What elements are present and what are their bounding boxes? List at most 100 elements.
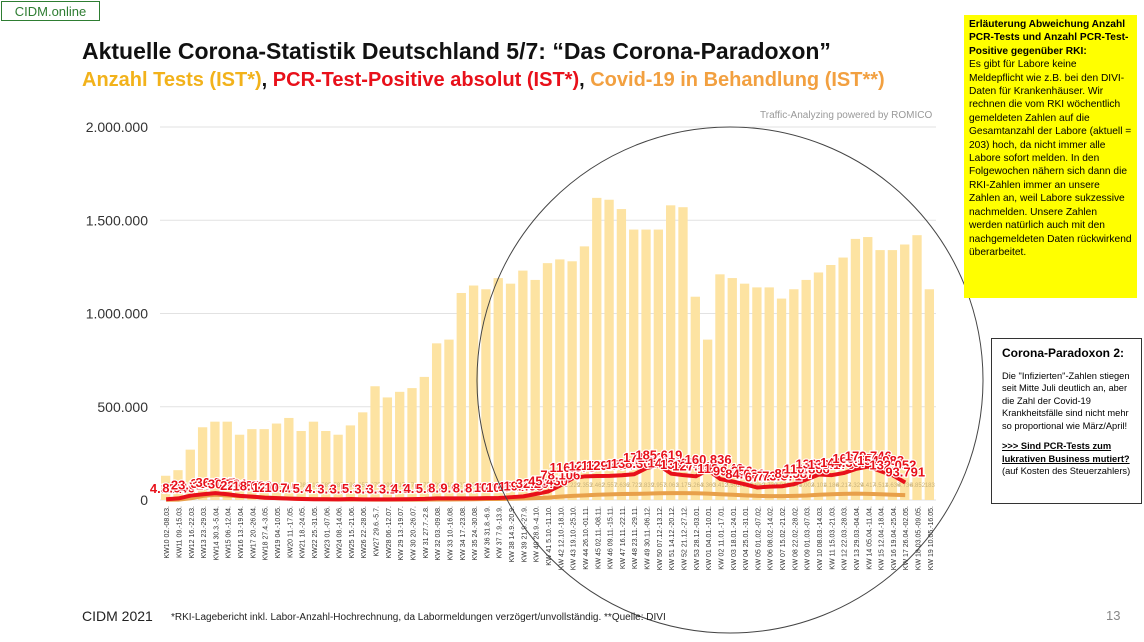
x-tick-label: KW 07 15.02.-21.02.: [780, 506, 787, 570]
x-tick-label: KW 03 18.01.-24.01.: [731, 506, 738, 570]
bar: [210, 421, 220, 500]
bar: [727, 278, 737, 500]
subtitle-hospital: Covid-19 in Behandlung (IST**): [590, 69, 885, 91]
pcr-data-label: 8.8: [428, 480, 446, 495]
pcr-data-label: 133.170: [808, 457, 855, 472]
highlight-circle: [476, 126, 984, 634]
bar-value-label: 675: [371, 483, 382, 489]
pcr-data-label: 133.099: [660, 457, 707, 472]
pcr-data-label: 116.673: [549, 460, 595, 475]
x-tick-label: KW 36 31.8.-6.9.: [484, 506, 491, 559]
x-tick-label: KW 16 19.04.-25.04.: [891, 506, 898, 570]
x-tick-label: KW23 01.-07.06.: [324, 506, 331, 559]
bar: [456, 292, 466, 500]
pcr-data-label: 3.5: [330, 481, 348, 496]
note-paradox-link[interactable]: >>> Sind PCR-Tests zum lukrativen Busine…: [1002, 441, 1130, 464]
bar-value-label: 3.061: [664, 483, 680, 489]
bar-value-label: 1.761: [257, 483, 273, 489]
bar-value-label: 1.275: [454, 483, 470, 489]
bar: [838, 257, 848, 500]
x-tick-label: KW 02 11.01.-17.01.: [718, 506, 725, 570]
x-tick-label: KW 04 25.01.-31.01.: [743, 506, 750, 570]
bar-value-label: 1.063: [430, 483, 446, 489]
pcr-data-label: 30.791: [208, 476, 248, 491]
bar: [629, 229, 639, 500]
pcr-data-label: 31.0: [190, 476, 215, 491]
pcr-data-label: 22.082: [220, 478, 260, 493]
bar: [900, 244, 910, 500]
bar-value-label: 1.181: [442, 483, 458, 489]
x-tick-label: KW18 27.4.-3.05.: [263, 506, 270, 561]
pcr-data-label: 8.5: [465, 480, 483, 495]
pcr-data-label: 8.8: [453, 480, 471, 495]
bar-value-label: 3.412: [713, 483, 729, 489]
x-tick-label: KW27 29.6.-5.7.: [374, 506, 381, 557]
x-tick-label: KW 47 16.11.-22.11.: [620, 506, 627, 569]
note-explanation-body: Es gibt für Labore keine Meldepflicht wi…: [969, 59, 1132, 258]
bar-value-label: 4.329: [848, 483, 864, 489]
bar-value-label: 587: [334, 483, 345, 489]
x-tick-label: KW 10 08.03.-14.03.: [817, 506, 824, 570]
x-tick-label: KW 29 13.-19.07.: [398, 506, 405, 561]
bar: [333, 434, 343, 500]
x-tick-label: KW 45 02.11.-08.11.: [595, 506, 602, 569]
x-tick-label: KW 39 21.9.-27.9.: [521, 506, 528, 562]
pcr-data-label: 93.791: [885, 465, 925, 480]
pcr-data-label: 12.0: [252, 480, 277, 495]
pcr-data-label: 10.0: [264, 480, 289, 495]
pcr-data-label: 18.083: [232, 479, 272, 494]
bar-value-label: 1.577: [491, 483, 507, 489]
pcr-data-label: 23.820: [171, 478, 211, 493]
pcr-data-label: 72.0: [757, 469, 782, 484]
x-tick-label: KW12 16.-22.03.: [189, 506, 196, 559]
bar: [764, 287, 774, 500]
page-title: Aktuelle Corona-Statistik Deutschland 5/…: [82, 38, 831, 64]
bar-value-label: 2.536: [220, 483, 236, 489]
x-tick-label: KW 12 22.03.-28.03.: [842, 506, 849, 570]
bar: [604, 199, 614, 501]
x-tick-label: KW 15 12.04.-18.04.: [879, 506, 886, 570]
x-tick-label: KW24 08.-14.06.: [337, 506, 344, 559]
pcr-data-label: 166.578: [832, 451, 879, 466]
pcr-data-label: 9.0: [440, 480, 458, 495]
brand-logo-box: CIDM.online: [1, 1, 100, 21]
x-tick-label: KW 42 12.10.-18.10.: [558, 506, 565, 570]
bar: [271, 423, 282, 500]
pcr-data-label: 160.836: [685, 452, 732, 467]
bar: [690, 296, 700, 500]
bar-value-label: 2.035: [540, 483, 556, 489]
bar-value-label: 596: [346, 483, 357, 489]
pcr-data-label: 127.0: [569, 458, 602, 473]
y-tick-label: 2.000.000: [86, 119, 148, 135]
note-paradox-body: Die "Infizierten"-Zahlen stiegen seit Mi…: [1002, 370, 1130, 431]
note-explanation: Erläuterung Abweichung Anzahl PCR-Tests …: [964, 15, 1137, 298]
bar: [185, 449, 195, 500]
pcr-data-label: 3.3: [367, 481, 385, 496]
pcr-data-label: 3.1: [379, 481, 397, 496]
pcr-data-label: 99.256: [713, 463, 753, 478]
bar: [370, 386, 380, 500]
bar-value-label: 1.663: [270, 483, 286, 489]
x-tick-label: KW 53 28.12.-03.01.: [694, 506, 701, 570]
bar: [505, 283, 516, 500]
pcr-data-label: 171.166: [623, 450, 670, 465]
x-tick-label: KW 01 04.01.-10.01.: [706, 506, 713, 570]
bar-value-label: 2.229: [565, 483, 581, 489]
bar-value-label: 1.889: [528, 483, 544, 489]
pcr-data-label: 84.021: [725, 466, 765, 481]
pcr-data-label: 4.324: [150, 481, 183, 496]
bar: [739, 283, 750, 500]
bar-value-label: 2.957: [651, 483, 667, 489]
bar-value-label: 871: [408, 483, 419, 489]
x-tick-label: KW14 30.3.-5.04.: [213, 506, 220, 561]
bar: [641, 229, 651, 500]
bar-value-label: 4.736: [898, 483, 914, 489]
x-tick-label: KW 52 21.12.-27.12.: [681, 506, 688, 570]
pcr-data-label: 127.048: [672, 458, 719, 473]
x-tick-label: KW 35 24.-30.08.: [472, 506, 479, 561]
x-tick-label: KW 18 03.05.-09.05.: [916, 506, 923, 570]
x-tick-label: KW 49 30.11.-06.12.: [645, 506, 652, 570]
pcr-data-label: 129.0: [581, 458, 614, 473]
bar: [247, 429, 257, 500]
subtitle-separator: ,: [261, 69, 273, 91]
